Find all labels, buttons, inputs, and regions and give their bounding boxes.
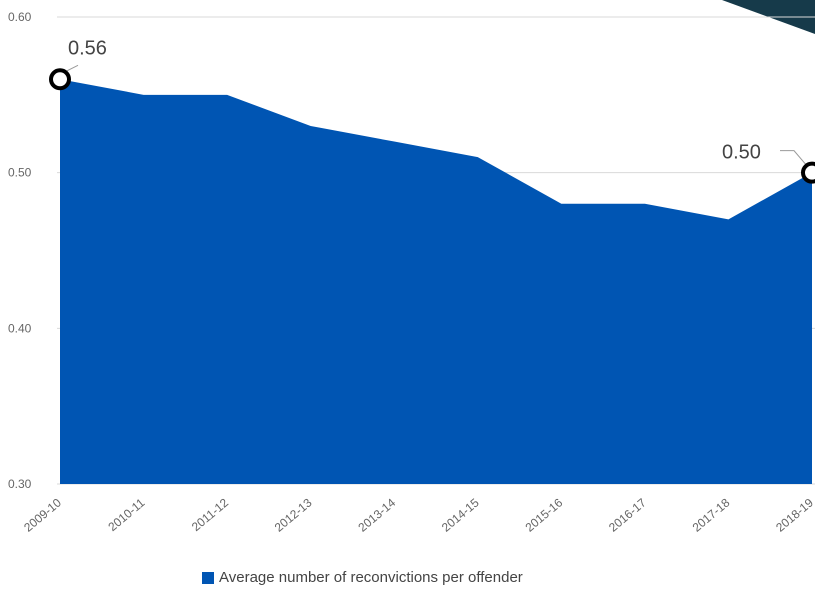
legend-swatch [202, 571, 214, 584]
x-axis-ticks: 2009-10 2010-11 2011-12 2012-13 2013-14 2014-… [21, 495, 815, 534]
data-label: 0.56 [68, 37, 107, 59]
x-tick-label: 2012-13 [272, 495, 315, 534]
x-tick-label: 2013-14 [355, 495, 398, 534]
x-tick-label: 2016-17 [606, 495, 649, 534]
y-tick-label: 0.40 [8, 321, 32, 335]
data-point-marker [801, 161, 815, 184]
data-label: 0.50 [722, 142, 761, 164]
y-tick-label: 0.50 [8, 166, 32, 180]
data-point-marker [49, 68, 71, 91]
x-tick-label: 2017-18 [690, 495, 733, 534]
data-annotations: 0.56 0.50 [49, 37, 815, 184]
x-tick-label: 2010-11 [105, 495, 147, 534]
x-tick-label: 2011-12 [189, 495, 231, 534]
legend-label: Average number of reconvictions per offe… [219, 569, 523, 586]
x-tick-label: 2015-16 [523, 495, 566, 534]
y-tick-label: 0.30 [8, 477, 32, 491]
y-axis-ticks: 0.60 0.50 0.40 0.30 [8, 10, 32, 491]
series-area-reconvictions [60, 79, 812, 485]
annotation-leader-line [780, 150, 807, 165]
annotation-leader-line [65, 64, 79, 72]
x-tick-label: 2009-10 [21, 495, 64, 534]
legend: Average number of reconvictions per offe… [202, 569, 523, 586]
x-tick-label: 2014-15 [439, 495, 482, 534]
y-tick-label: 0.60 [8, 10, 32, 24]
x-tick-label: 2018-19 [773, 495, 815, 534]
